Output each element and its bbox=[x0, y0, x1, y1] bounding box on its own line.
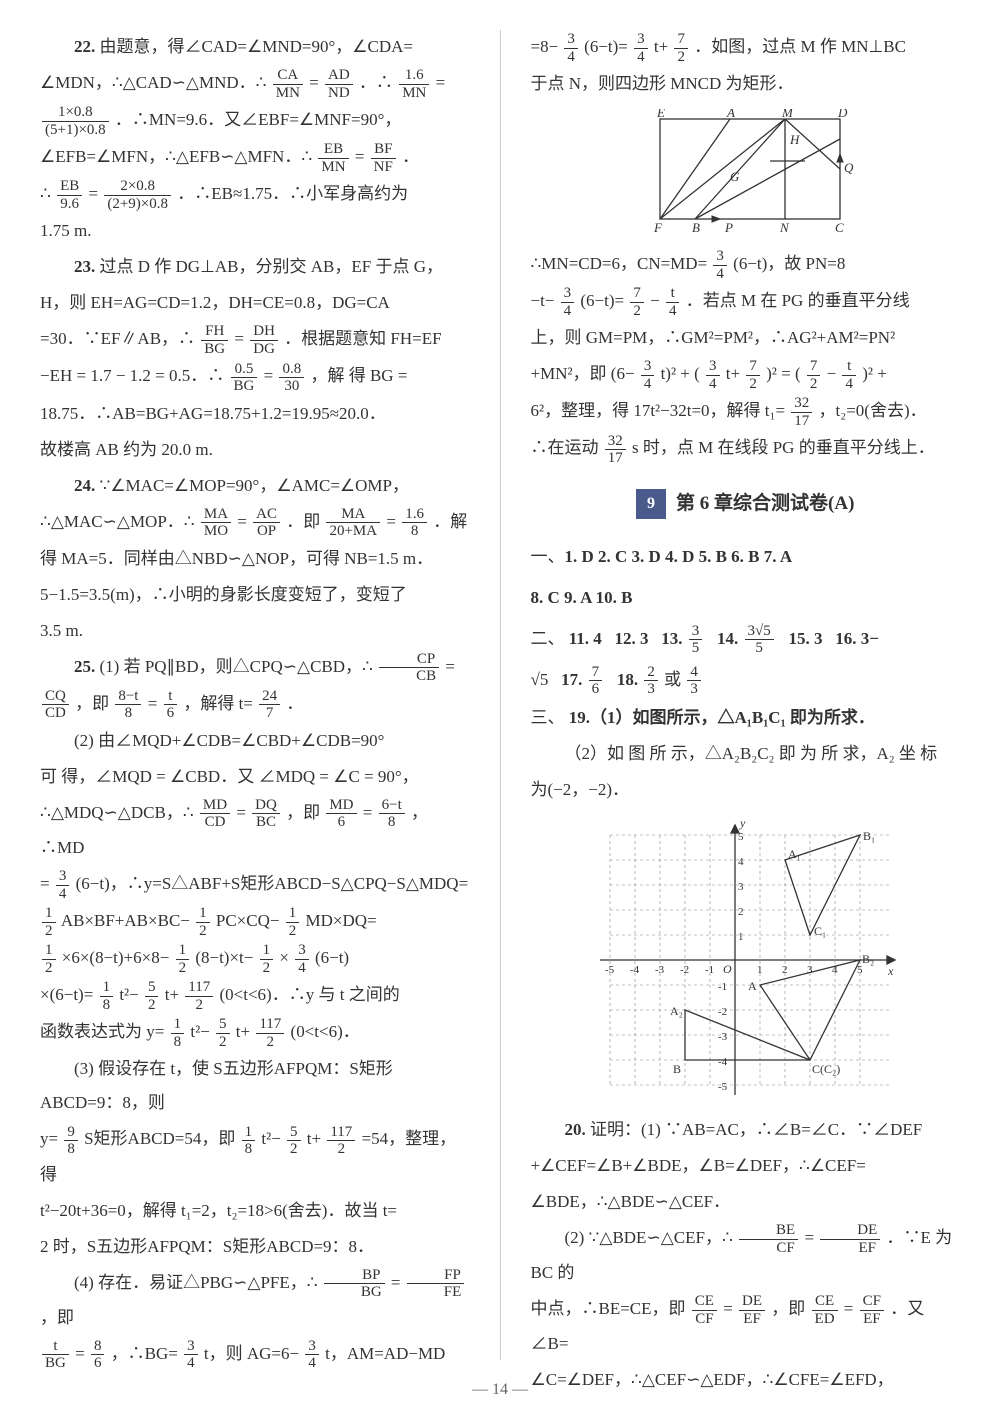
svg-text:D: D bbox=[837, 109, 848, 120]
svg-text:-4: -4 bbox=[630, 964, 640, 976]
column-divider bbox=[500, 30, 501, 1360]
page-container: 22. 由题意，得∠CAD=∠MND=90°，∠CDA= ∠MDN，∴△CAD∽… bbox=[40, 30, 960, 1360]
svg-text:N: N bbox=[779, 220, 790, 235]
svg-text:E: E bbox=[656, 109, 665, 120]
section-header: 9 第 6 章综合测试卷(A) bbox=[530, 485, 960, 523]
svg-text:y: y bbox=[739, 816, 746, 830]
svg-text:B₁: B₁ bbox=[863, 829, 875, 843]
svg-text:B: B bbox=[692, 220, 700, 235]
q20: 20. 证明：(1) ∵AB=AC，∴∠B=∠C．∵∠DEF bbox=[530, 1113, 960, 1147]
svg-text:-4: -4 bbox=[718, 1056, 728, 1068]
svg-text:M: M bbox=[781, 109, 794, 120]
svg-text:1: 1 bbox=[738, 931, 744, 943]
svg-text:3: 3 bbox=[738, 881, 744, 893]
svg-text:2: 2 bbox=[738, 906, 744, 918]
q25: 25. (1) 若 PQ∥BD，则△CPQ∽△CBD，∴ CPCB = bbox=[40, 650, 470, 685]
q22-num: 22. bbox=[74, 37, 95, 56]
section-number-box: 9 bbox=[636, 489, 666, 519]
svg-text:3: 3 bbox=[807, 964, 813, 976]
page-number: — 14 — bbox=[0, 1381, 1000, 1399]
svg-text:5: 5 bbox=[738, 831, 744, 843]
q22: 22. 由题意，得∠CAD=∠MND=90°，∠CDA= bbox=[40, 30, 470, 64]
svg-text:G: G bbox=[730, 169, 740, 184]
svg-text:H: H bbox=[789, 132, 800, 147]
svg-text:-1: -1 bbox=[718, 981, 727, 993]
svg-text:A₁: A₁ bbox=[788, 847, 801, 861]
q24: 24. ∵∠MAC=∠MOP=90°，∠AMC=∠OMP， bbox=[40, 469, 470, 503]
svg-text:F: F bbox=[653, 220, 663, 235]
svg-text:B: B bbox=[673, 1062, 681, 1076]
svg-text:-2: -2 bbox=[718, 1006, 727, 1018]
svg-text:5: 5 bbox=[857, 964, 863, 976]
svg-text:A₂: A₂ bbox=[670, 1004, 683, 1018]
svg-text:4: 4 bbox=[738, 856, 744, 868]
svg-text:-5: -5 bbox=[605, 964, 615, 976]
svg-text:-2: -2 bbox=[680, 964, 689, 976]
q22-l4: ∠EFB=∠MFN，∴△EFB∽△MFN．∴ EBMN = BFNF ． bbox=[40, 140, 470, 175]
svg-text:A: A bbox=[748, 979, 757, 993]
q22-l2: ∠MDN，∴△CAD∽△MND．∴ CAMN = ADND ．∴ 1.6MN = bbox=[40, 66, 470, 101]
frac-ca-mn: CAMN bbox=[273, 67, 303, 101]
svg-text:C(C₂): C(C₂) bbox=[812, 1062, 840, 1076]
q23: 23. 过点 D 作 DG⊥AB，分别交 AB，EF 于点 G， bbox=[40, 250, 470, 284]
svg-text:C₁: C₁ bbox=[814, 924, 826, 938]
svg-text:-3: -3 bbox=[718, 1031, 728, 1043]
q22-l5: ∴ EB9.6 = 2×0.8(2+9)×0.8 ．∴EB≈1.75．∴小军身高… bbox=[40, 177, 470, 212]
svg-text:-1: -1 bbox=[705, 964, 714, 976]
q22-l3: 1×0.8(5+1)×0.8 ．∴MN=9.6．又∠EBF=∠MNF=90°， bbox=[40, 103, 470, 138]
right-column: =8− 34 (6−t)= 34 t+ 72 ．如图，过点 M 作 MN⊥BC … bbox=[530, 30, 960, 1360]
q22-l1: 由题意，得∠CAD=∠MND=90°，∠CDA= bbox=[100, 37, 414, 56]
svg-text:O: O bbox=[723, 962, 732, 976]
svg-text:Q: Q bbox=[844, 160, 854, 175]
svg-text:A: A bbox=[726, 109, 735, 120]
svg-text:x: x bbox=[887, 964, 894, 978]
coordinate-grid-diagram: y x O A₁ B₁ C₁ A₂ B₂ C(C₂) A B -5 -4 -3 … bbox=[590, 815, 900, 1105]
svg-text:4: 4 bbox=[832, 964, 838, 976]
svg-text:2: 2 bbox=[782, 964, 788, 976]
svg-text:B₂: B₂ bbox=[862, 952, 874, 966]
q22-l6: 1.75 m. bbox=[40, 214, 470, 248]
svg-text:C: C bbox=[835, 220, 844, 235]
svg-text:-3: -3 bbox=[655, 964, 665, 976]
svg-text:-5: -5 bbox=[718, 1081, 728, 1093]
left-column: 22. 由题意，得∠CAD=∠MND=90°，∠CDA= ∠MDN，∴△CAD∽… bbox=[40, 30, 470, 1360]
rectangle-diagram: E A M D H Q G F B P N C bbox=[630, 109, 860, 239]
svg-text:1: 1 bbox=[757, 964, 763, 976]
section-title: 第 6 章综合测试卷(A) bbox=[676, 485, 854, 523]
svg-text:P: P bbox=[724, 220, 733, 235]
